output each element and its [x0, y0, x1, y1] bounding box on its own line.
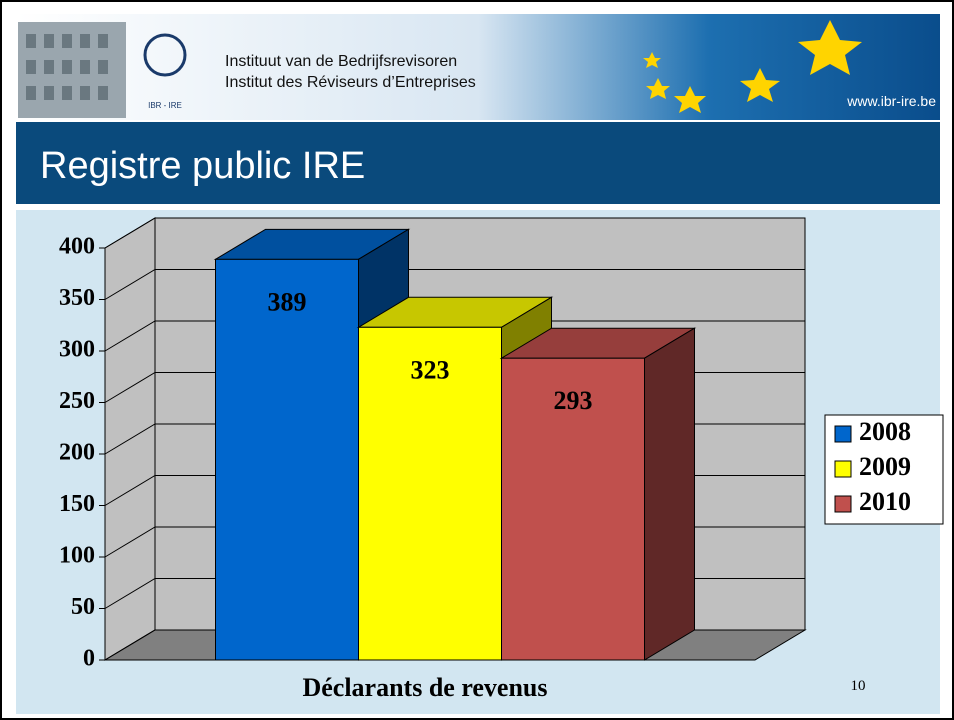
bar: [501, 357, 645, 661]
stars: [643, 20, 862, 113]
photo-windows: [26, 34, 108, 100]
y-tick-label: 400: [59, 234, 95, 260]
x-axis-label: Déclarants de revenus: [302, 673, 547, 702]
legend-label: 2009: [859, 452, 911, 481]
logo-circle: [143, 33, 187, 77]
header-line: Institut des Réviseurs d’Entreprises: [225, 74, 476, 91]
bar-side: [644, 327, 695, 661]
y-tick-label: 0: [83, 646, 95, 672]
data-label: 389: [268, 287, 307, 316]
y-tick-label: 150: [59, 491, 95, 517]
legend-label: 2010: [859, 487, 911, 516]
grid-line: [104, 217, 805, 249]
logo-text: IBR - IRE: [148, 101, 182, 110]
legend-swatch: [834, 495, 852, 513]
header-band: [16, 14, 940, 120]
bar: [358, 326, 502, 661]
data-label: 323: [411, 355, 450, 384]
data-label: 293: [554, 386, 593, 415]
y-tick-label: 200: [59, 440, 95, 466]
legend-swatch: [834, 425, 852, 443]
legend-swatch: [834, 460, 852, 478]
legend-label: 2008: [859, 417, 911, 446]
bar: [215, 258, 359, 661]
y-tick-label: 300: [59, 337, 95, 363]
header-line: Instituut van de Bedrijfsrevisoren: [225, 53, 457, 70]
y-tick-label: 100: [59, 543, 95, 569]
title-band: [16, 122, 940, 204]
y-tick-label: 250: [59, 388, 95, 414]
y-tick-label: 350: [59, 285, 95, 311]
page-number: 10: [851, 678, 866, 694]
grid-line: [104, 320, 805, 352]
chart: 0 50 100 150 200 250 300 350 400 389 323 293 Déclara…: [59, 217, 944, 702]
header-url: www.ibr-ire.be: [846, 93, 936, 109]
slide-title: Registre public IRE: [40, 145, 365, 187]
grid-line: [104, 269, 805, 300]
y-tick-label: 50: [71, 594, 95, 620]
